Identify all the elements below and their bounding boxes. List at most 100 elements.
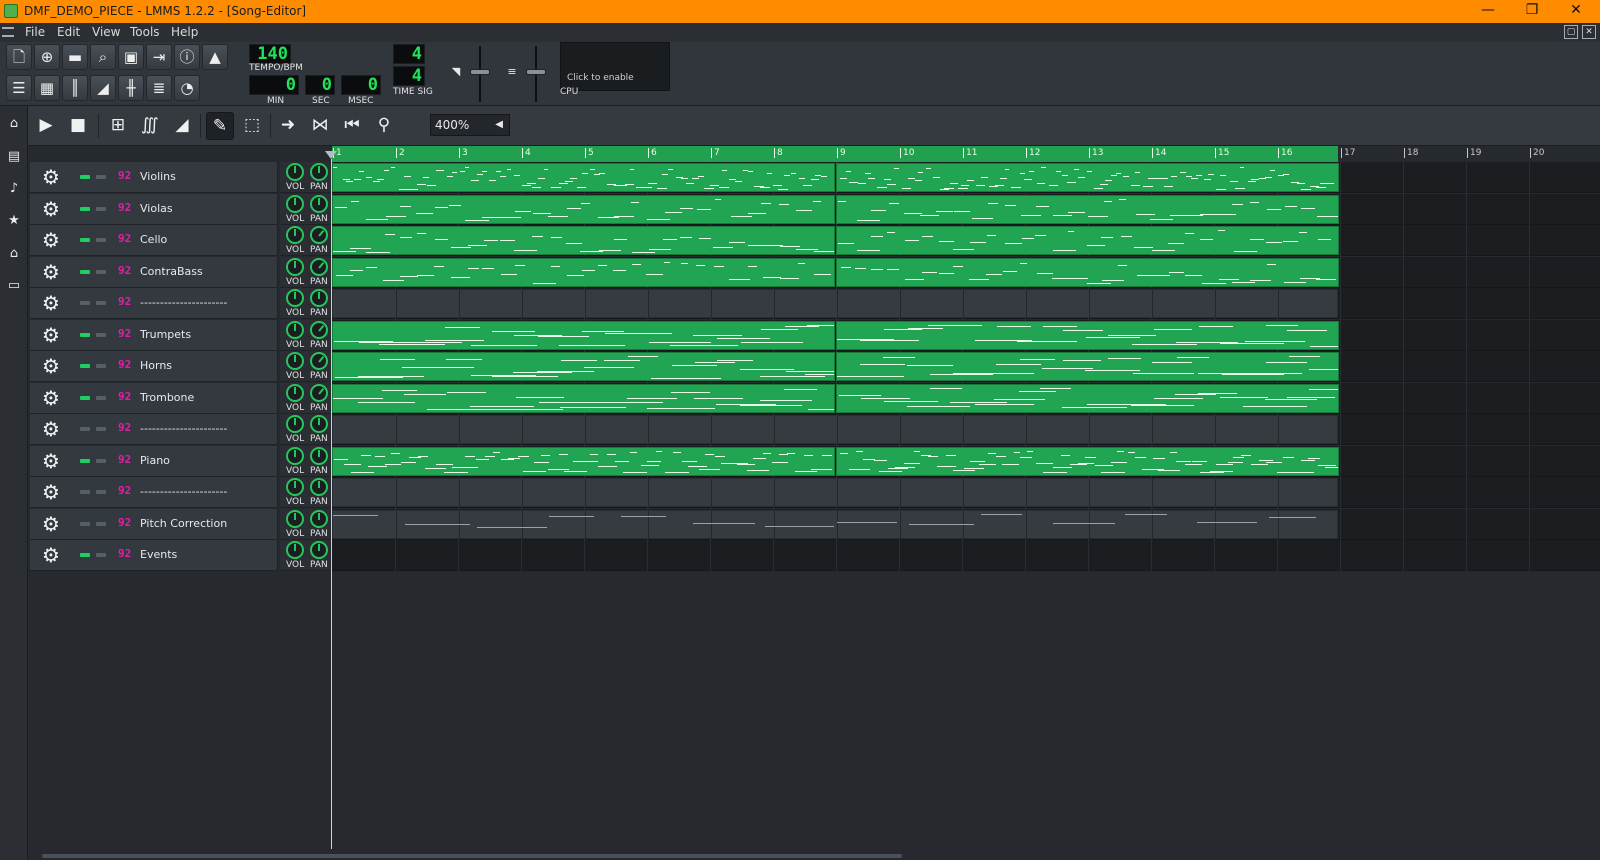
draw-mode-icon[interactable]: ✎ [206, 112, 234, 140]
track-name[interactable]: Trumpets [140, 327, 192, 341]
root-directory-icon[interactable]: ▭ [7, 278, 21, 293]
minimize-button[interactable]: — [1481, 2, 1495, 18]
track-settings-gear-icon[interactable]: ⚙ [42, 480, 60, 504]
instrument-icon[interactable]: 92 [118, 389, 132, 403]
track-name[interactable]: Trombone [140, 390, 195, 404]
new-project-icon[interactable]: 🗋 [6, 44, 32, 70]
volume-knob[interactable] [286, 194, 304, 213]
track-settings-gear-icon[interactable]: ⚙ [42, 354, 60, 378]
play-icon[interactable]: ▶ [39, 115, 53, 135]
track-name[interactable]: ---------------------- [140, 296, 228, 309]
pattern-clip[interactable] [836, 383, 1339, 413]
track-mute-button[interactable] [80, 269, 90, 274]
instrument-icon[interactable]: 92 [118, 515, 132, 529]
piano-roll-icon[interactable]: ║ [62, 75, 88, 101]
track-lane[interactable] [332, 319, 1600, 351]
track-name[interactable]: Pitch Correction [140, 516, 228, 530]
track-settings-gear-icon[interactable]: ⚙ [42, 322, 60, 347]
track-mute-button[interactable] [80, 490, 90, 494]
track-mute-button[interactable] [80, 206, 90, 211]
menu-edit[interactable]: Edit [57, 25, 81, 39]
volume-knob[interactable] [286, 320, 304, 339]
track-name[interactable]: ---------------------- [140, 485, 228, 498]
fx-mixer-icon[interactable]: ╫ [118, 75, 144, 101]
track-lane[interactable] [332, 477, 1600, 508]
track-settings-gear-icon[interactable]: ⚙ [42, 196, 60, 221]
track-solo-button[interactable] [96, 301, 106, 305]
stop-behavior-icon[interactable]: ⏮ [344, 115, 360, 135]
stop-icon[interactable]: ■ [69, 115, 87, 135]
track-solo-button[interactable] [96, 332, 106, 337]
pan-knob[interactable] [310, 446, 328, 465]
track-solo-button[interactable] [96, 175, 106, 179]
automation-editor-icon[interactable]: ◢ [90, 75, 116, 101]
volume-knob[interactable] [286, 163, 304, 181]
master-pitch-slider[interactable] [526, 69, 546, 75]
pan-knob[interactable] [310, 541, 328, 559]
metronome-icon[interactable]: ▲ [202, 44, 228, 70]
menu-tools[interactable]: Tools [130, 25, 160, 39]
save-project-icon[interactable]: ▣ [118, 44, 144, 70]
pattern-clip[interactable] [836, 226, 1339, 255]
instrument-icon[interactable]: 92 [118, 421, 132, 434]
volume-knob[interactable] [286, 541, 304, 559]
pan-knob[interactable] [310, 163, 328, 181]
track-name[interactable]: Events [140, 548, 178, 561]
volume-knob[interactable] [286, 446, 304, 465]
track-lane[interactable] [332, 382, 1600, 414]
instrument-icon[interactable]: 92 [118, 484, 132, 497]
controller-rack-icon[interactable]: ◔ [174, 75, 200, 101]
pattern-clip[interactable] [332, 226, 835, 255]
track-lane[interactable] [332, 288, 1600, 319]
open-project-icon[interactable]: ▬ [62, 44, 88, 70]
pan-knob[interactable] [310, 478, 328, 496]
subwindow-close-icon[interactable]: ✕ [1582, 25, 1596, 39]
track-lane[interactable] [332, 225, 1600, 256]
track-lane[interactable] [332, 414, 1600, 445]
auto-scroll-icon[interactable]: ➜ [280, 115, 296, 135]
track-solo-button[interactable] [96, 238, 106, 242]
pattern-clip[interactable] [836, 446, 1339, 476]
track-settings-gear-icon[interactable]: ⚙ [42, 511, 60, 536]
pan-knob[interactable] [310, 320, 328, 339]
instrument-icon[interactable]: 92 [118, 295, 132, 308]
volume-knob[interactable] [286, 257, 304, 276]
scrollbar-thumb[interactable] [42, 854, 902, 858]
timeline[interactable]: 1 2 3 4 5 6 7 8 9 10 11 12 13 14 15 16 17 18 19 20 [332, 146, 1600, 162]
my-projects-icon[interactable]: ▤ [7, 149, 21, 164]
menu-file[interactable]: File [25, 25, 46, 39]
pattern-clip[interactable] [836, 320, 1339, 350]
track-name[interactable]: Horns [140, 359, 173, 372]
tempo-display[interactable]: 140 [249, 44, 291, 64]
track-name[interactable]: Violins [140, 170, 176, 183]
menu-view[interactable]: View [92, 25, 121, 39]
track-lane[interactable] [332, 162, 1600, 193]
track-settings-gear-icon[interactable]: ⚙ [42, 165, 60, 189]
pan-knob[interactable] [310, 257, 328, 276]
track-solo-button[interactable] [96, 553, 106, 557]
track-mute-button[interactable] [80, 364, 90, 368]
menu-help[interactable]: Help [171, 25, 199, 39]
track-solo-button[interactable] [96, 521, 106, 526]
add-sample-track-icon[interactable]: ∭ [141, 115, 159, 135]
track-lane[interactable] [332, 351, 1600, 382]
track-solo-button[interactable] [96, 364, 106, 368]
track-settings-gear-icon[interactable]: ⚙ [42, 291, 60, 315]
pattern-clip[interactable] [836, 257, 1339, 287]
track-settings-gear-icon[interactable]: ⚙ [42, 417, 60, 441]
pan-knob[interactable] [310, 415, 328, 433]
playhead-marker[interactable] [325, 151, 337, 159]
track-settings-gear-icon[interactable]: ⚙ [42, 259, 60, 284]
track-solo-button[interactable] [96, 427, 106, 431]
pan-knob[interactable] [310, 383, 328, 402]
pan-knob[interactable] [310, 226, 328, 244]
pattern-clip[interactable] [836, 163, 1339, 192]
volume-knob[interactable] [286, 509, 304, 528]
track-name[interactable]: Cello [140, 233, 168, 246]
instrument-icon[interactable]: 92 [118, 232, 132, 245]
edit-mode-icon[interactable]: ⬚ [243, 115, 261, 135]
pan-knob[interactable] [310, 509, 328, 528]
pattern-clip[interactable] [332, 446, 835, 476]
recent-projects-icon[interactable]: ⌕ [90, 44, 116, 70]
track-name[interactable]: ---------------------- [140, 422, 228, 435]
